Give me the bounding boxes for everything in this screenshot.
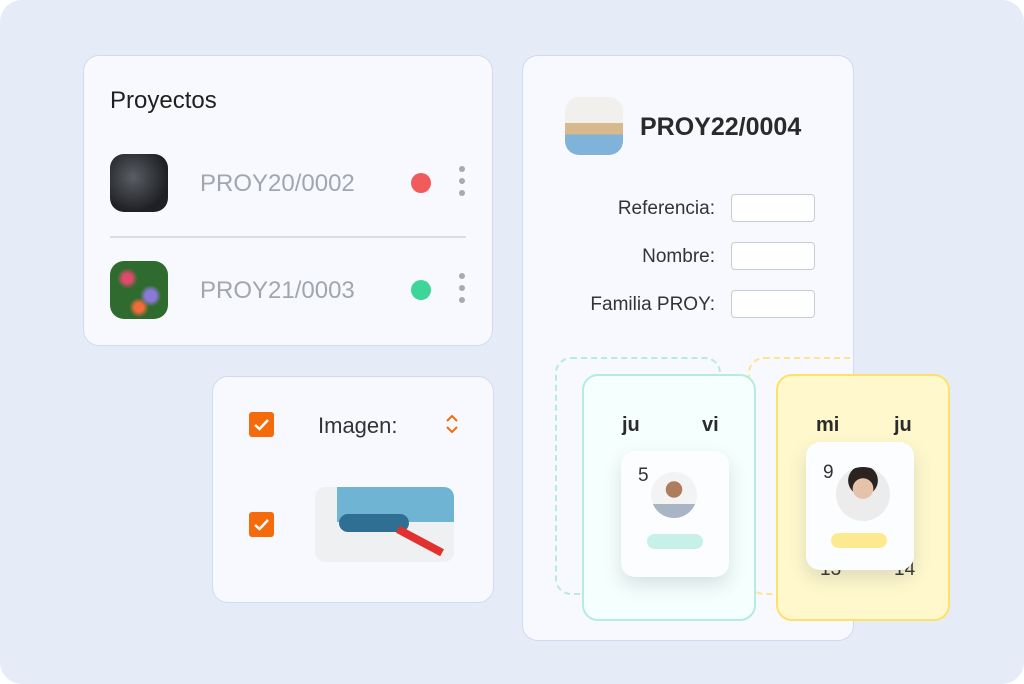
checkbox-checked[interactable]	[249, 412, 274, 437]
image-card: Imagen:	[212, 376, 494, 603]
day-label: vi	[702, 414, 719, 436]
day-label: ju	[894, 414, 912, 436]
day-number: 5	[638, 465, 649, 486]
more-options-icon[interactable]	[459, 166, 465, 196]
calendar-column-teal: ju vi 5	[582, 374, 756, 621]
project-title: PROY22/0004	[640, 113, 802, 141]
flowers-photo	[110, 261, 168, 319]
avatar-man	[651, 472, 697, 518]
projects-title: Proyectos	[110, 87, 217, 114]
day-label: ju	[622, 414, 640, 436]
event-card[interactable]: 5	[621, 451, 729, 577]
referencia-input[interactable]	[731, 194, 815, 222]
field-label: Nombre:	[642, 246, 715, 267]
paint-roller-photo	[315, 487, 454, 562]
image-label: Imagen:	[318, 413, 398, 438]
day-number: 9	[823, 462, 834, 483]
status-dot-red	[411, 173, 431, 193]
projects-card: Proyectos PROY20/0002 PROY21/0003	[83, 55, 493, 346]
avatar-woman	[836, 467, 890, 521]
event-tag	[647, 534, 703, 549]
calendar-column-yellow: mi ju 13 14 9	[776, 374, 950, 621]
house-photo	[565, 97, 623, 155]
event-card[interactable]: 9	[806, 442, 914, 570]
nombre-input[interactable]	[731, 242, 815, 270]
mechanic-photo	[110, 154, 168, 212]
status-dot-green	[411, 280, 431, 300]
checkbox-checked[interactable]	[249, 512, 274, 537]
divider	[110, 236, 466, 238]
project-code: PROY21/0003	[200, 277, 355, 304]
field-label: Familia PROY:	[590, 294, 715, 315]
familia-input[interactable]	[731, 290, 815, 318]
project-code: PROY20/0002	[200, 170, 355, 197]
day-label: mi	[816, 414, 840, 436]
more-options-icon[interactable]	[459, 273, 465, 303]
field-label: Referencia:	[617, 198, 715, 219]
event-tag	[831, 533, 887, 548]
sort-chevrons-icon[interactable]	[445, 413, 459, 435]
